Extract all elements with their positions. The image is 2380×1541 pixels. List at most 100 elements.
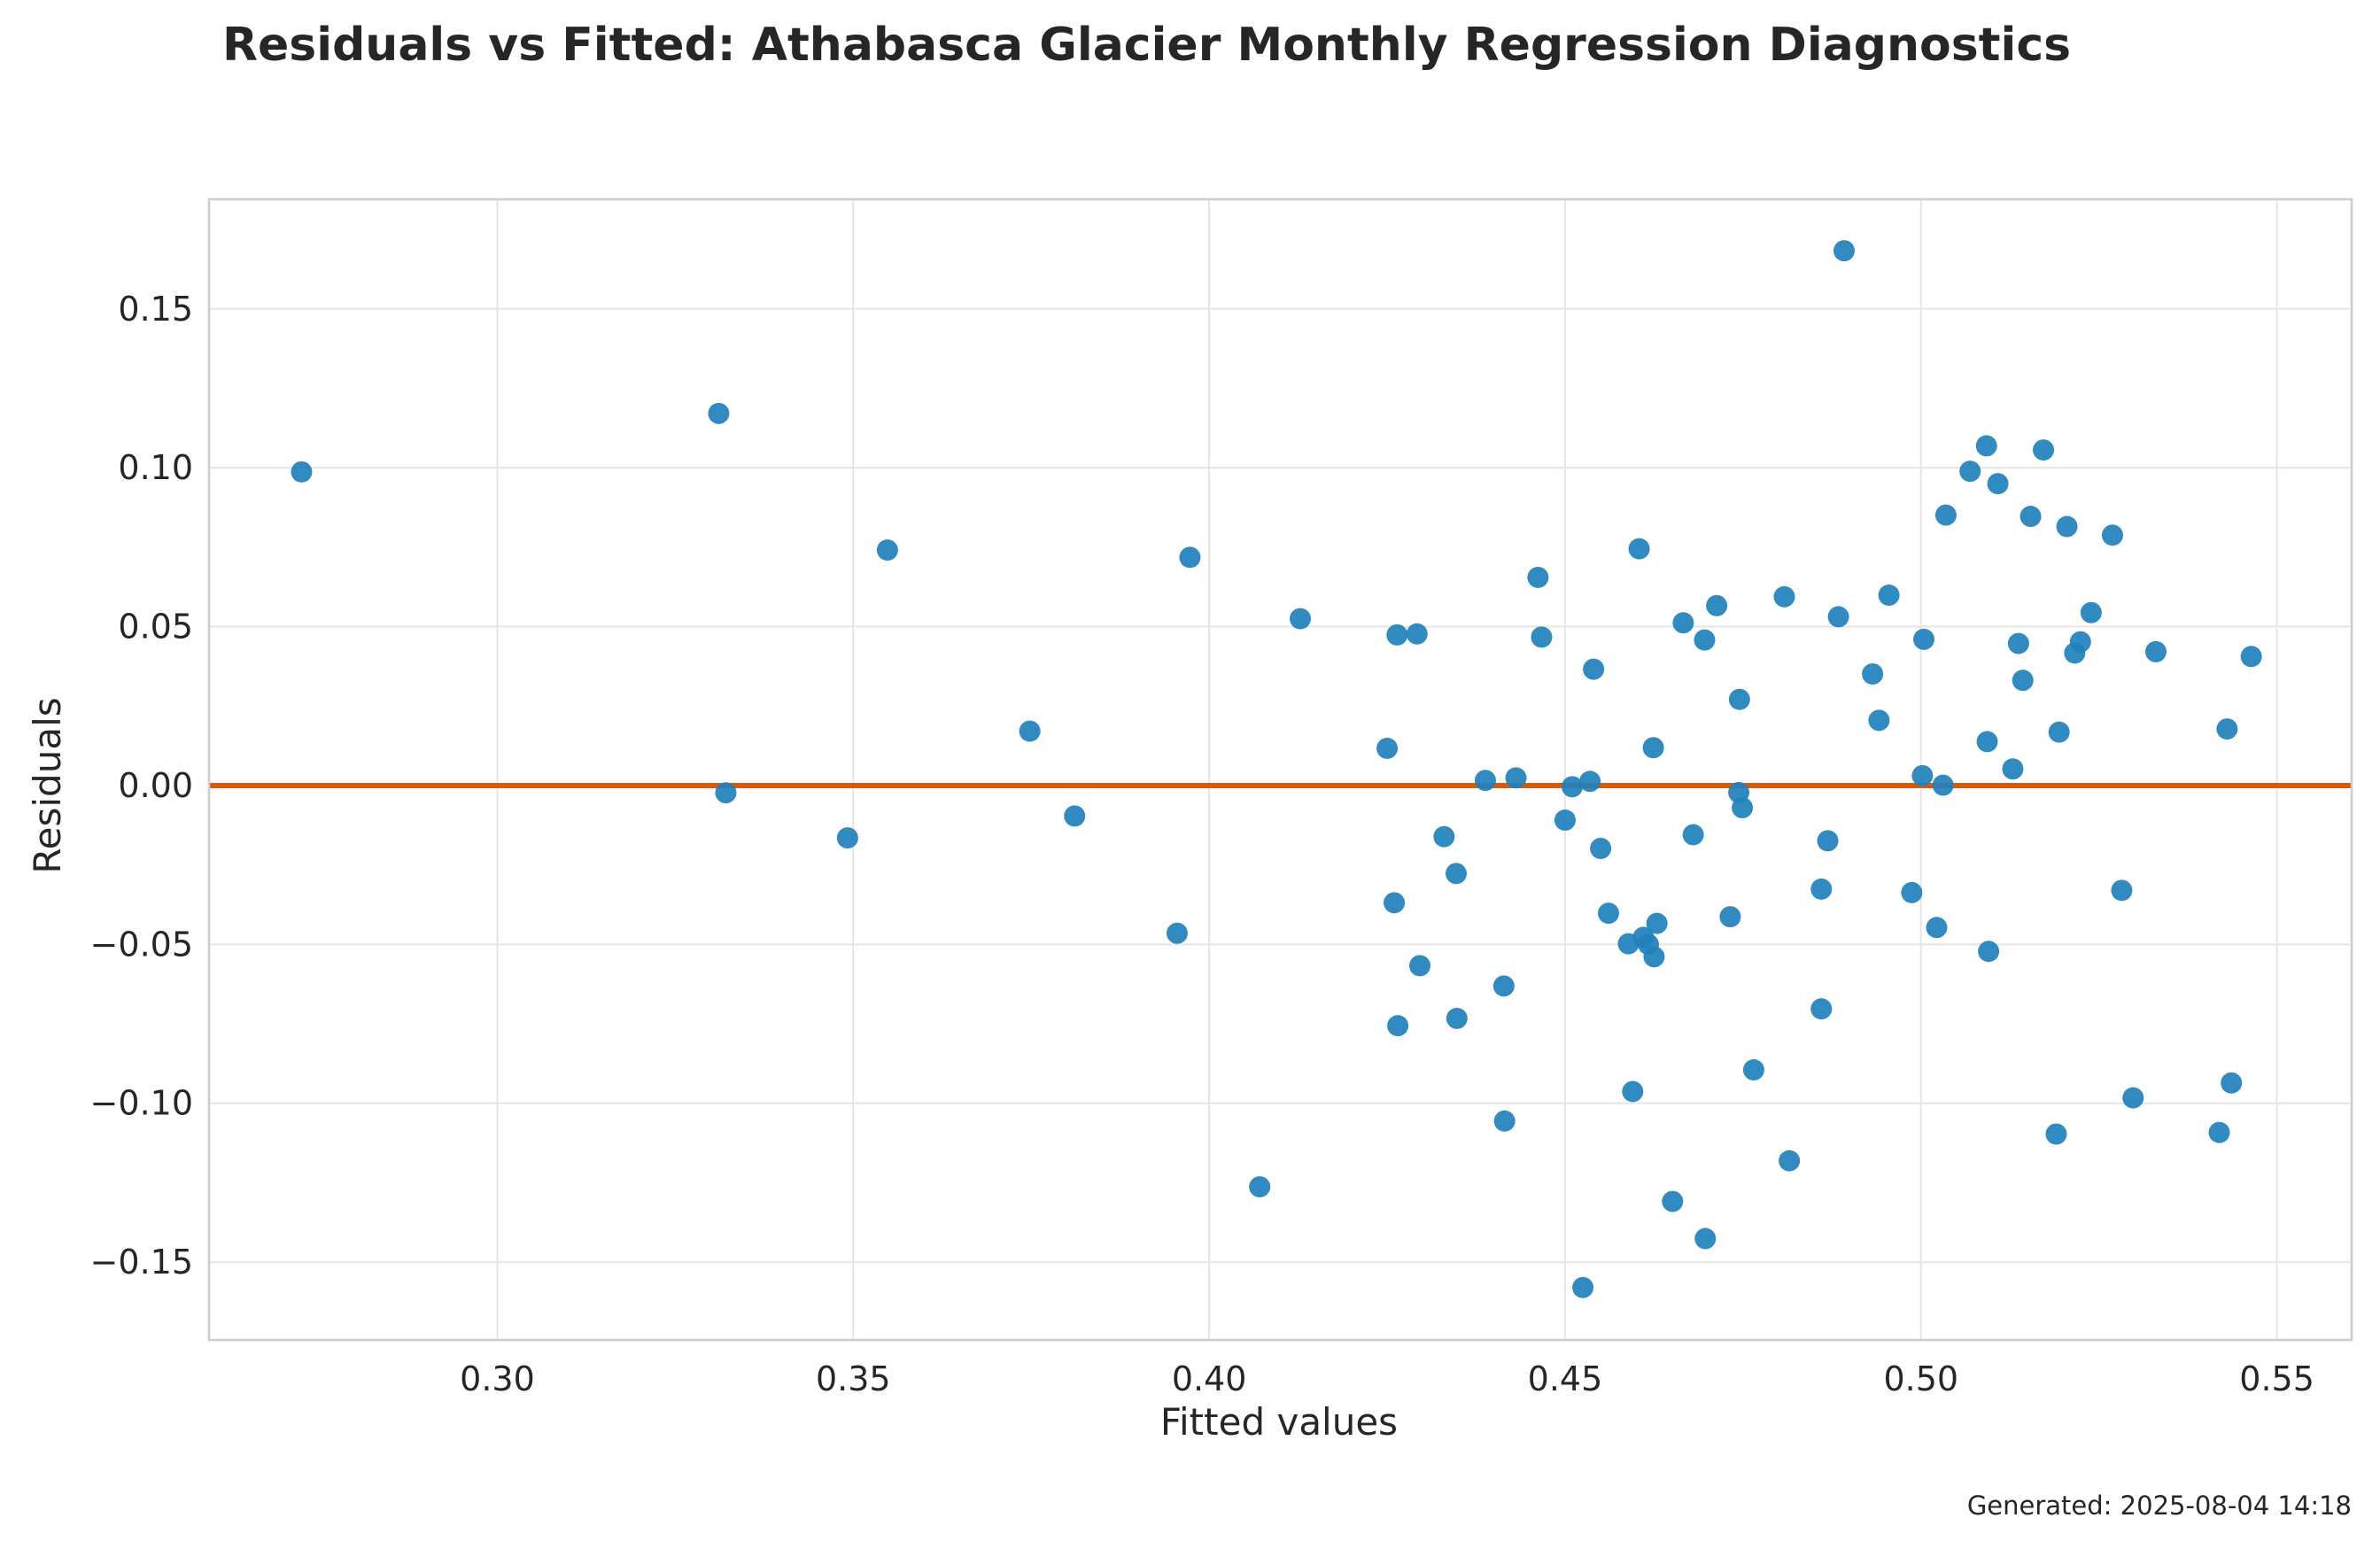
y-tick-label: −0.15 <box>90 1243 193 1282</box>
x-tick-label: 0.45 <box>1528 1359 1603 1398</box>
data-point <box>1646 912 1668 934</box>
data-point <box>1810 998 1833 1020</box>
data-point <box>1672 612 1694 634</box>
data-point <box>1642 737 1664 759</box>
data-point <box>1290 608 1312 630</box>
data-point <box>1817 830 1839 852</box>
data-point <box>1561 776 1583 798</box>
data-point <box>1706 594 1728 616</box>
data-point <box>1978 941 2000 963</box>
data-point <box>1376 737 1399 759</box>
data-point <box>2111 879 2133 902</box>
data-point <box>1975 435 1997 457</box>
y-tick-label: −0.10 <box>90 1084 193 1123</box>
data-point <box>1474 770 1496 792</box>
data-point <box>1597 902 1619 925</box>
data-point <box>1493 1110 1516 1132</box>
data-point <box>2221 1072 2243 1094</box>
data-point <box>1987 473 2009 495</box>
x-tick-label: 0.35 <box>816 1359 891 1398</box>
data-point <box>876 539 898 561</box>
data-point <box>708 402 730 424</box>
data-point <box>1527 566 1549 588</box>
data-point <box>1694 629 1716 651</box>
x-tick-label: 0.30 <box>460 1359 535 1398</box>
data-point <box>1779 1150 1801 1172</box>
data-point <box>1682 824 1704 846</box>
data-point <box>836 827 858 849</box>
data-point <box>1742 1059 1764 1081</box>
plot-frame <box>207 197 2353 1342</box>
y-tick-label: 0.15 <box>118 290 193 329</box>
data-point <box>1064 805 1086 827</box>
x-tick-label: 0.40 <box>1172 1359 1247 1398</box>
data-point <box>1572 1276 1594 1298</box>
data-point <box>715 782 737 804</box>
data-point <box>2208 1121 2230 1143</box>
data-point <box>1505 767 1527 789</box>
y-tick-label: 0.00 <box>118 766 193 805</box>
data-point <box>2080 601 2102 623</box>
data-point <box>2048 721 2070 743</box>
grid-layer <box>209 199 2352 1340</box>
data-point <box>1531 626 1553 648</box>
data-point <box>1446 863 1468 885</box>
data-point <box>1732 797 1754 819</box>
x-tick-labels: 0.30 0.35 0.40 0.45 0.50 0.55 <box>460 1359 2314 1398</box>
generated-timestamp: Generated: 2025-08-04 14:18 <box>1967 1491 2352 1521</box>
data-point <box>2056 515 2078 538</box>
data-point <box>1728 688 1750 710</box>
data-point <box>1662 1190 1684 1212</box>
data-point <box>1179 546 1201 569</box>
data-point <box>2002 758 2024 780</box>
data-point <box>2122 1087 2144 1109</box>
data-point <box>1166 922 1188 944</box>
scatter-points <box>291 240 2262 1298</box>
data-point <box>1406 623 1428 645</box>
data-point <box>1926 917 1948 939</box>
data-point <box>1932 774 1954 796</box>
data-point <box>2069 631 2091 653</box>
data-point <box>1911 764 1934 786</box>
data-point <box>1409 955 1431 977</box>
data-point <box>1554 809 1576 832</box>
data-point <box>1833 240 1855 262</box>
data-point <box>2045 1123 2067 1145</box>
data-point <box>1583 658 1605 680</box>
y-axis-label: Residuals <box>26 697 69 873</box>
data-point <box>1622 1080 1644 1103</box>
data-point <box>1959 461 1981 483</box>
data-point <box>1628 538 1650 560</box>
data-point <box>1827 606 1849 628</box>
chart-title: Residuals vs Fitted: Athabasca Glacier M… <box>222 19 2071 72</box>
data-point <box>1694 1227 1717 1250</box>
data-point <box>1387 1015 1409 1037</box>
data-point <box>1862 663 1884 685</box>
data-point <box>1901 881 1923 903</box>
data-point <box>1878 585 1900 607</box>
data-point <box>1492 975 1515 997</box>
x-tick-label: 0.55 <box>2239 1359 2314 1398</box>
data-point <box>1386 623 1408 646</box>
data-point <box>1976 731 1998 753</box>
data-point <box>1868 709 1890 732</box>
data-point <box>1913 628 1935 650</box>
data-point <box>1384 892 1406 914</box>
data-point <box>2144 640 2167 662</box>
data-point <box>1590 837 1612 859</box>
data-point <box>1433 825 1455 848</box>
x-tick-label: 0.50 <box>1883 1359 1958 1398</box>
data-point <box>2240 646 2262 668</box>
y-tick-label: 0.10 <box>118 448 193 487</box>
y-tick-label: 0.05 <box>118 608 193 647</box>
data-point <box>1719 906 1741 928</box>
y-tick-labels: −0.15 −0.10 −0.05 0.00 0.05 0.10 0.15 <box>90 290 193 1282</box>
data-point <box>1773 585 1795 608</box>
data-point <box>2012 670 2034 692</box>
data-point <box>1934 504 1957 526</box>
data-point <box>2020 506 2042 528</box>
data-point <box>2101 524 2123 546</box>
data-point <box>1810 878 1833 900</box>
data-point <box>1249 1176 1271 1198</box>
